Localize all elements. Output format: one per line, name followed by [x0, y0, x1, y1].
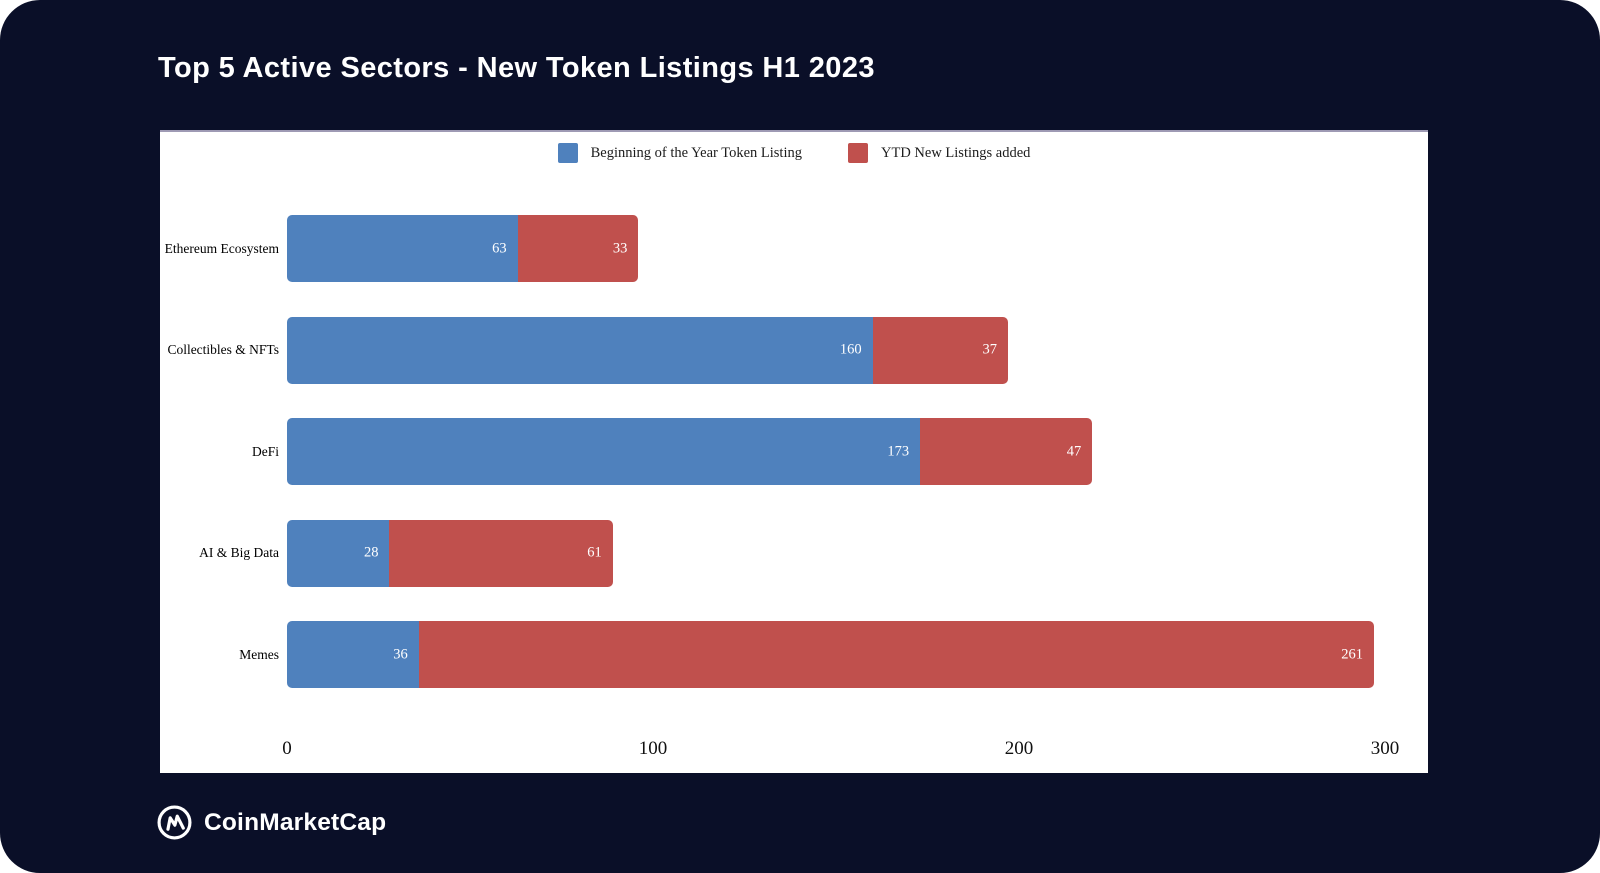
- bar-value-label: 63: [492, 240, 507, 256]
- bar-segment: 36: [287, 621, 419, 688]
- bar-segment: 160: [287, 316, 873, 384]
- bar-row: Collectibles & NFTs 160 37: [160, 316, 1428, 384]
- bar-value-label: 37: [982, 341, 998, 358]
- bar-value-label: 261: [1341, 646, 1363, 662]
- bar-segment: 173: [287, 418, 921, 485]
- bar-value-label: 173: [887, 443, 910, 459]
- bar-value-label: 61: [587, 544, 602, 561]
- bar-value-label: 36: [393, 646, 408, 662]
- bar-row: AI & Big Data 28 61: [160, 519, 1428, 587]
- bar-row: DeFi 173 47: [160, 418, 1428, 485]
- legend-swatch-blue-icon: [557, 143, 578, 163]
- category-label: DeFi: [252, 443, 279, 459]
- legend-item-ytd: YTD New Listings added: [847, 143, 1031, 163]
- x-axis: 0 100 200 300: [282, 738, 1399, 768]
- category-label: Ethereum Ecosystem: [164, 240, 279, 256]
- stacked-bar: 160 37: [287, 316, 1008, 384]
- legend-item-beginning: Beginning of the Year Token Listing: [557, 143, 802, 163]
- stacked-bar: 28 61: [287, 519, 613, 587]
- stacked-bar: 173 47: [287, 418, 1093, 485]
- bar-segment: 33: [517, 215, 639, 282]
- bar-segment: 28: [287, 519, 390, 587]
- coinmarketcap-logo: CoinMarketCap: [156, 804, 386, 841]
- bar-value-label: 28: [363, 544, 379, 561]
- legend-swatch-red-icon: [847, 143, 868, 163]
- bar-row: Ethereum Ecosystem 63 33: [160, 215, 1428, 282]
- bar-segment: 63: [287, 215, 518, 282]
- bar-segment: 61: [389, 519, 613, 587]
- x-tick-label: 200: [1004, 738, 1034, 759]
- legend-label-ytd: YTD New Listings added: [880, 144, 1031, 161]
- bar-row: Memes 36 261: [160, 621, 1428, 688]
- bar-value-label: 33: [612, 240, 628, 256]
- bar-segment: 37: [872, 316, 1008, 384]
- x-tick-label: 100: [638, 738, 668, 759]
- legend-label-beginning: Beginning of the Year Token Listing: [590, 144, 802, 161]
- bar-segment: 261: [418, 621, 1374, 688]
- x-tick-label: 300: [1370, 738, 1400, 759]
- category-label: Memes: [239, 646, 279, 662]
- bar-rows: Ethereum Ecosystem 63 33 Collectibles & NFT…: [160, 132, 1428, 773]
- stacked-bar: 36 261: [287, 621, 1374, 688]
- chart-title: Top 5 Active Sectors - New Token Listing…: [158, 52, 875, 84]
- stacked-bar: 63 33: [287, 215, 639, 282]
- coinmarketcap-wordmark: CoinMarketCap: [204, 808, 387, 836]
- bar-value-label: 160: [839, 341, 862, 358]
- bar-value-label: 47: [1066, 443, 1082, 459]
- coinmarketcap-icon: [157, 805, 192, 840]
- category-label: Collectibles & NFTs: [167, 342, 279, 357]
- category-label: AI & Big Data: [199, 545, 279, 560]
- x-tick-label: 0: [282, 738, 292, 759]
- bar-segment: 47: [920, 418, 1093, 485]
- chart-panel: Beginning of the Year Token Listing YTD …: [160, 130, 1428, 773]
- legend: Beginning of the Year Token Listing YTD …: [160, 138, 1428, 168]
